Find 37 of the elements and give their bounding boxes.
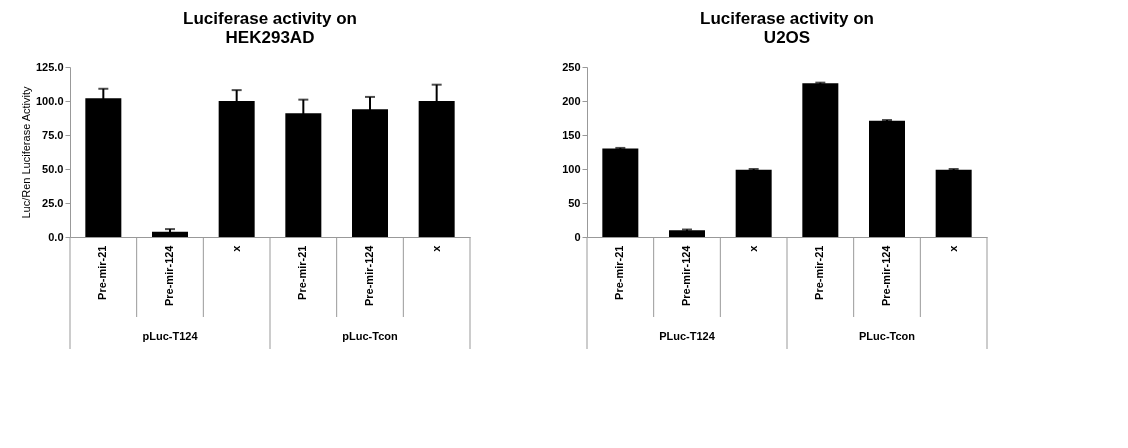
bar <box>735 169 772 237</box>
y-tick-label: 50.0 <box>42 162 64 175</box>
x-tick-label: Pre-mir-124 <box>163 244 175 307</box>
bar <box>869 120 905 237</box>
y-tick-label: 0.0 <box>48 230 64 243</box>
x-tick-label: x <box>746 244 759 252</box>
y-tick-label: 100 <box>562 162 581 175</box>
x-tick-label: Pre-mir-21 <box>96 245 109 300</box>
y-axis-title: Luc/Ren Luciferase Activity <box>19 85 32 219</box>
x-tick-label: x <box>229 244 242 252</box>
y-tick-label: 100.0 <box>35 94 64 107</box>
x-tick-label: Pre-mir-124 <box>680 244 692 307</box>
text: pLuc-T124 <box>142 330 199 342</box>
y-tick-label: 75.0 <box>42 128 64 141</box>
y-tick-label: 250 <box>562 60 581 73</box>
y-tick-label: 125.0 <box>35 60 64 73</box>
chart-title: Luciferase activity on HEK293AD <box>183 9 357 47</box>
x-tick-label: x <box>946 244 959 252</box>
text: PLuc-T124 <box>659 330 716 342</box>
x-tick-label: Pre-mir-21 <box>296 245 309 300</box>
chart-title: Luciferase activity on U2OS <box>700 9 874 47</box>
x-tick-label: x <box>429 244 442 252</box>
x-tick-label: Pre-mir-21 <box>813 245 826 300</box>
bar <box>669 230 705 237</box>
bar <box>935 169 972 237</box>
y-tick-label: 50 <box>568 196 581 209</box>
x-tick-label: Pre-mir-124 <box>363 244 375 307</box>
y-tick-label: 0 <box>574 230 581 243</box>
y-tick-label: 200 <box>562 94 581 107</box>
text: PLuc-Tcon <box>858 330 916 342</box>
y-tick-label: 25.0 <box>42 196 64 209</box>
bar <box>802 83 839 237</box>
x-tick-label: Pre-mir-21 <box>613 245 626 300</box>
x-tick-label: Pre-mir-124 <box>880 244 892 307</box>
text: pLuc-Tcon <box>342 330 398 342</box>
y-tick-label: 150 <box>562 128 581 141</box>
bar <box>602 148 639 237</box>
